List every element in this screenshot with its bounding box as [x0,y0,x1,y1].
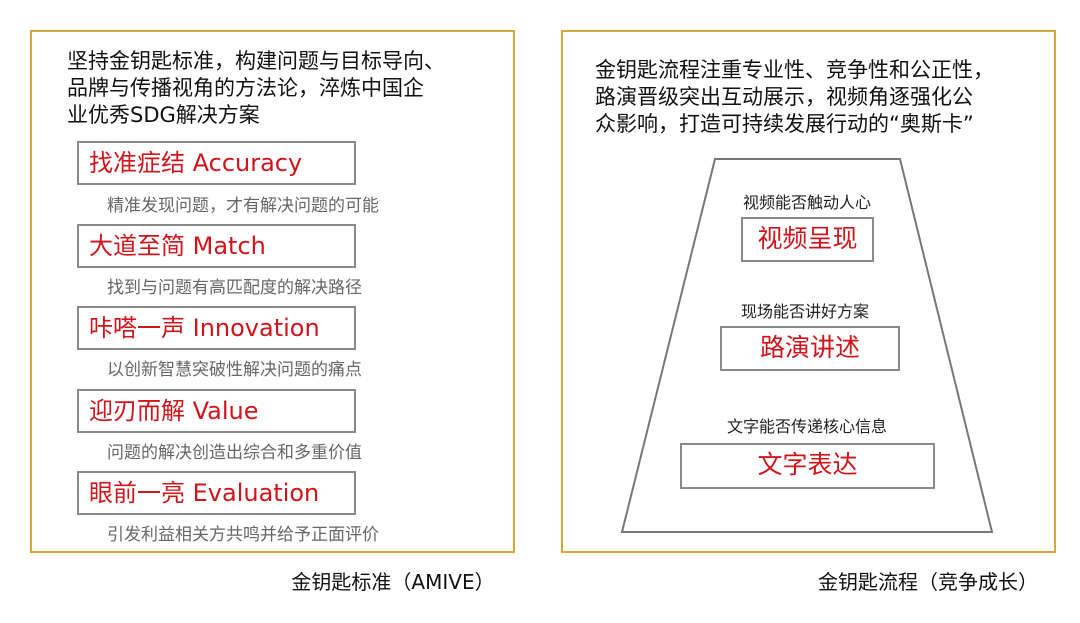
standard-item-box: 迎刃而解 Value [77,389,356,433]
intro-line: 路演晋级突出互动展示，视频角逐强化公 [595,85,973,109]
standard-item-desc: 以创新智慧突破性解决问题的痛点 [107,360,362,380]
standard-item-box: 咔嗒一声 Innovation [77,306,356,350]
standard-item-desc: 找到与问题有高匹配度的解决路径 [107,278,362,298]
standard-item-desc: 问题的解决创造出综合和多重价值 [107,443,362,463]
standard-item-box: 找准症结 Accuracy [77,141,356,185]
intro-line: 业优秀SDG解决方案 [67,103,260,127]
standard-item-desc: 引发利益相关方共鸣并给予正面评价 [107,525,379,545]
process-caption: 金钥匙流程（竞争成长） [818,570,1038,594]
intro-line: 品牌与传播视角的方法论，淬炼中国企 [67,76,424,100]
standard-caption: 金钥匙标准（AMIVE） [291,570,495,594]
level-stage-box: 文字表达 [680,443,935,489]
level-question: 文字能否传递核心信息 [726,417,888,436]
standard-intro: 坚持金钥匙标准，构建问题与目标导向、 品牌与传播视角的方法论，淬炼中国企 业优秀… [67,48,445,129]
level-stage-box: 路演讲述 [720,326,900,371]
process-panel [561,30,1056,553]
standard-item-box: 大道至简 Match [77,224,356,268]
intro-line: 众影响，打造可持续发展行动的“奥斯卡” [595,112,974,136]
standard-panel [30,30,515,553]
trapezoid-shape [620,158,994,533]
level-question: 现场能否讲好方案 [740,302,870,321]
intro-line: 坚持金钥匙标准，构建问题与目标导向、 [67,49,445,73]
standard-item-desc: 精准发现问题，才有解决问题的可能 [107,196,379,216]
intro-line: 金钥匙流程注重专业性、竞争性和公正性， [595,58,994,82]
level-stage-box: 视频呈现 [741,217,874,262]
standard-item-box: 眼前一亮 Evaluation [77,471,356,515]
process-intro: 金钥匙流程注重专业性、竞争性和公正性， 路演晋级突出互动展示，视频角逐强化公 众… [595,57,994,138]
level-question: 视频能否触动人心 [742,193,872,212]
